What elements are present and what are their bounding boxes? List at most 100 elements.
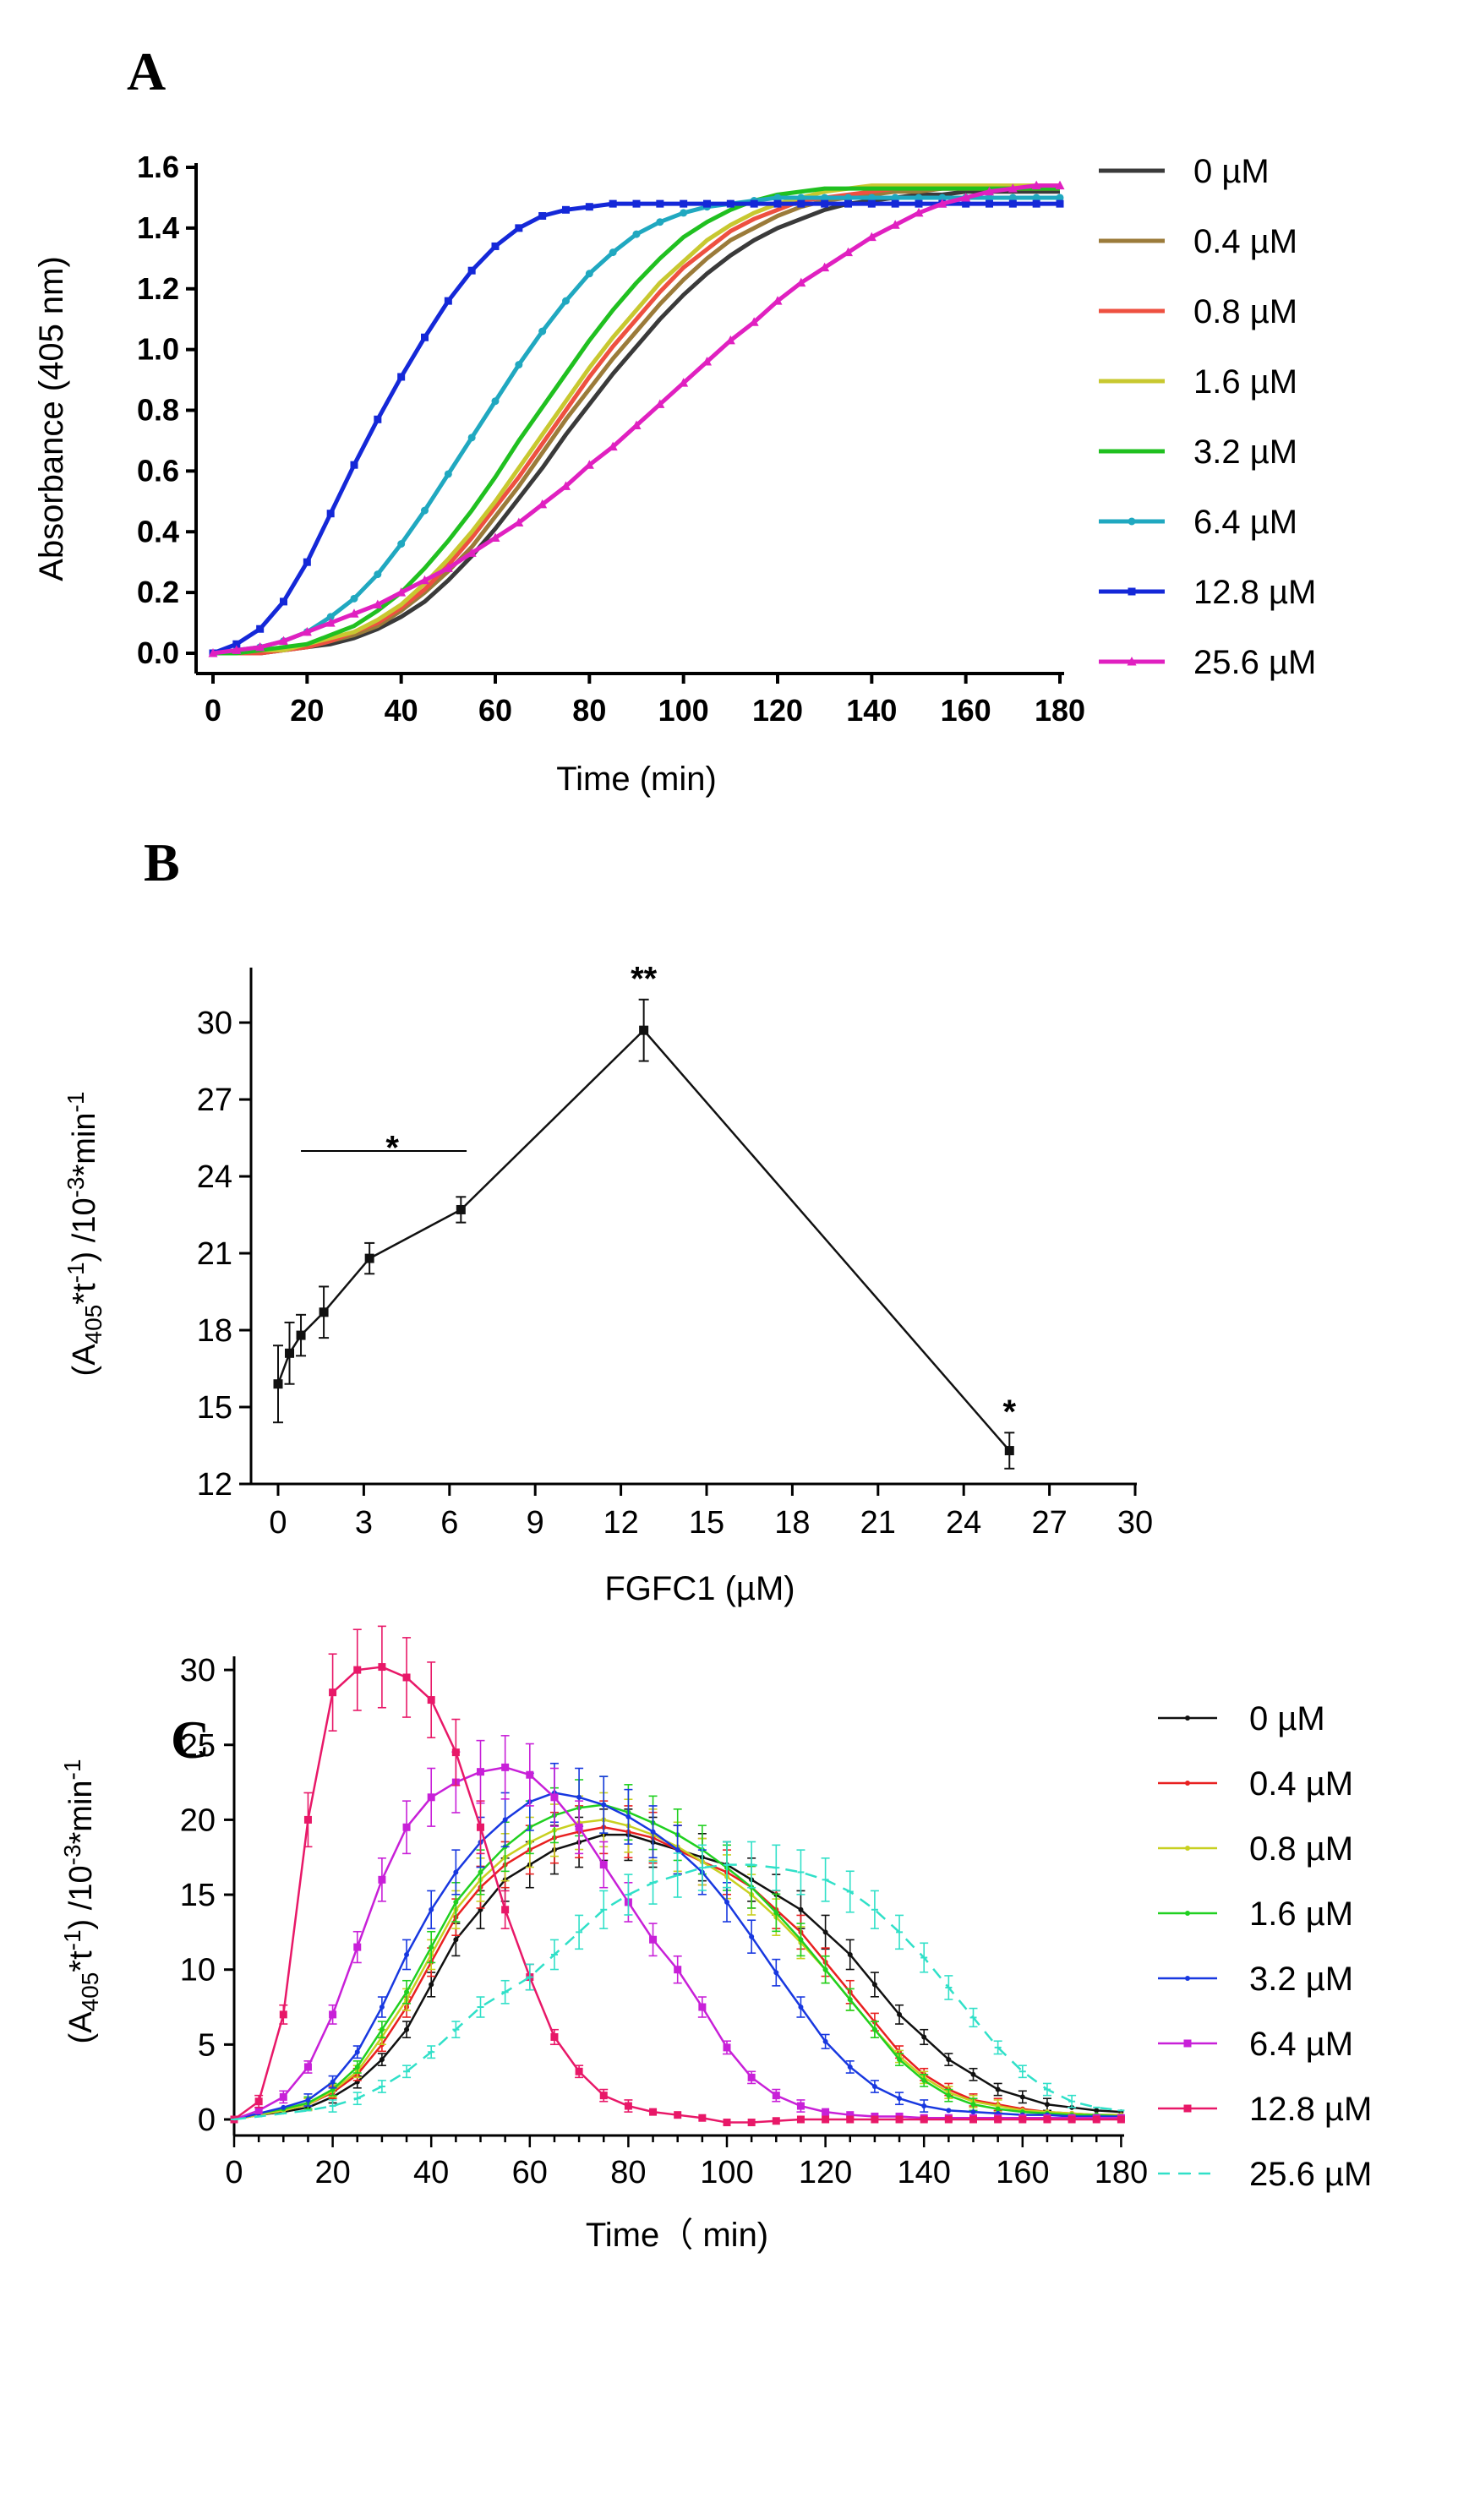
data-point xyxy=(915,194,923,202)
data-point xyxy=(970,2102,976,2108)
y-axis-label-part: -1 xyxy=(59,1929,85,1950)
data-point xyxy=(890,220,900,229)
data-point xyxy=(256,625,265,633)
y-axis-label: Absorbance (405 nm) xyxy=(33,256,70,581)
data-point xyxy=(822,2108,830,2116)
data-point xyxy=(970,2071,976,2077)
data-point xyxy=(847,2064,853,2070)
x-tick-label: 60 xyxy=(478,693,512,728)
data-point xyxy=(891,194,899,202)
data-point xyxy=(585,203,593,211)
data-point xyxy=(379,2005,385,2010)
data-point xyxy=(279,2092,287,2101)
data-point xyxy=(680,199,688,208)
x-tick-label: 12 xyxy=(603,1505,638,1541)
data-point xyxy=(1055,180,1065,190)
data-point xyxy=(871,2115,879,2124)
data-point xyxy=(1032,194,1040,202)
data-point xyxy=(404,2026,410,2032)
data-point xyxy=(396,587,407,597)
x-tick-label: 100 xyxy=(658,693,709,728)
x-axis-label: FGFC1 (µM) xyxy=(604,1570,795,1607)
significance-mark: ** xyxy=(631,960,658,997)
x-tick-label: 180 xyxy=(1035,693,1085,728)
data-point xyxy=(404,1989,410,1995)
data-point xyxy=(798,2005,804,2010)
data-point xyxy=(491,242,500,250)
legend-label: 1.6 µM xyxy=(1193,363,1297,401)
x-tick-label: 20 xyxy=(314,2155,350,2190)
data-point xyxy=(962,199,970,208)
y-axis-label: (A405*t-1) /10-3*min-1 xyxy=(63,1092,106,1377)
data-point xyxy=(477,1823,484,1831)
y-axis-label-part: *min xyxy=(67,1112,102,1176)
legend-label: 3.2 µM xyxy=(1193,434,1297,471)
data-point xyxy=(846,2115,855,2124)
legend-label: 0.4 µM xyxy=(1193,223,1297,260)
data-point xyxy=(319,1307,329,1317)
data-point xyxy=(254,2106,263,2114)
data-point xyxy=(822,2115,830,2124)
x-tick-label: 18 xyxy=(774,1505,810,1541)
data-point xyxy=(844,247,853,257)
data-point xyxy=(749,317,759,326)
data-point xyxy=(897,2096,903,2102)
data-point xyxy=(844,194,852,202)
x-tick-label: 27 xyxy=(1031,1505,1067,1541)
data-point xyxy=(1031,180,1041,190)
data-point xyxy=(562,297,570,305)
data-point xyxy=(561,481,571,490)
data-point xyxy=(453,1899,459,1905)
legend-label: 12.8 µM xyxy=(1249,2091,1372,2128)
y-tick-label: 0.0 xyxy=(137,635,179,670)
data-point xyxy=(429,1945,434,1950)
data-point xyxy=(1092,2115,1100,2124)
data-point xyxy=(867,194,876,202)
data-point xyxy=(599,2092,608,2100)
y-tick-label: 0 xyxy=(198,2103,216,2138)
data-point xyxy=(1008,183,1018,193)
y-axis-label-part: *t xyxy=(67,1283,102,1305)
data-point xyxy=(467,266,476,275)
data-point xyxy=(674,1846,680,1852)
data-point xyxy=(467,434,476,442)
data-point xyxy=(451,1748,460,1757)
legend-marker xyxy=(1183,2104,1192,2113)
legend-marker xyxy=(1185,1715,1190,1721)
data-point xyxy=(538,327,547,335)
data-point xyxy=(349,608,359,618)
series-line xyxy=(276,1028,1011,1452)
data-point xyxy=(844,199,852,208)
y-axis-label-part: ) /10 xyxy=(67,1197,102,1262)
data-point xyxy=(723,2043,731,2052)
data-point xyxy=(1044,2102,1050,2108)
data-point xyxy=(490,532,500,542)
data-point xyxy=(427,1793,435,1802)
data-point xyxy=(921,2103,927,2109)
data-point xyxy=(421,333,429,341)
data-point xyxy=(895,2115,904,2124)
data-point xyxy=(467,548,477,557)
data-point xyxy=(232,645,242,654)
data-point xyxy=(822,1966,828,1972)
legend-marker xyxy=(1185,1976,1190,1981)
data-point xyxy=(725,335,735,345)
chart-a: 0.0 0.2 0.4 0.6 0.8 1.0 1.2 1.4 1.6 0 20 40 60 80 100 1… xyxy=(33,150,1316,798)
data-point xyxy=(921,2034,927,2040)
x-tick-label: 160 xyxy=(941,693,991,728)
data-point xyxy=(443,563,453,572)
data-point xyxy=(296,1330,306,1340)
legend-marker xyxy=(1128,587,1136,596)
x-tick-label: 6 xyxy=(440,1505,458,1541)
x-tick-label: 3 xyxy=(355,1505,373,1541)
data-point xyxy=(601,1802,607,1808)
x-tick-label: 140 xyxy=(846,693,897,728)
data-point xyxy=(773,194,782,202)
data-point xyxy=(624,2102,632,2110)
data-point xyxy=(330,2079,336,2085)
data-point xyxy=(969,2115,977,2124)
significance-mark: * xyxy=(385,1130,399,1167)
series-line-4 xyxy=(213,186,1060,656)
data-point xyxy=(773,1910,779,1916)
data-point xyxy=(655,399,665,408)
